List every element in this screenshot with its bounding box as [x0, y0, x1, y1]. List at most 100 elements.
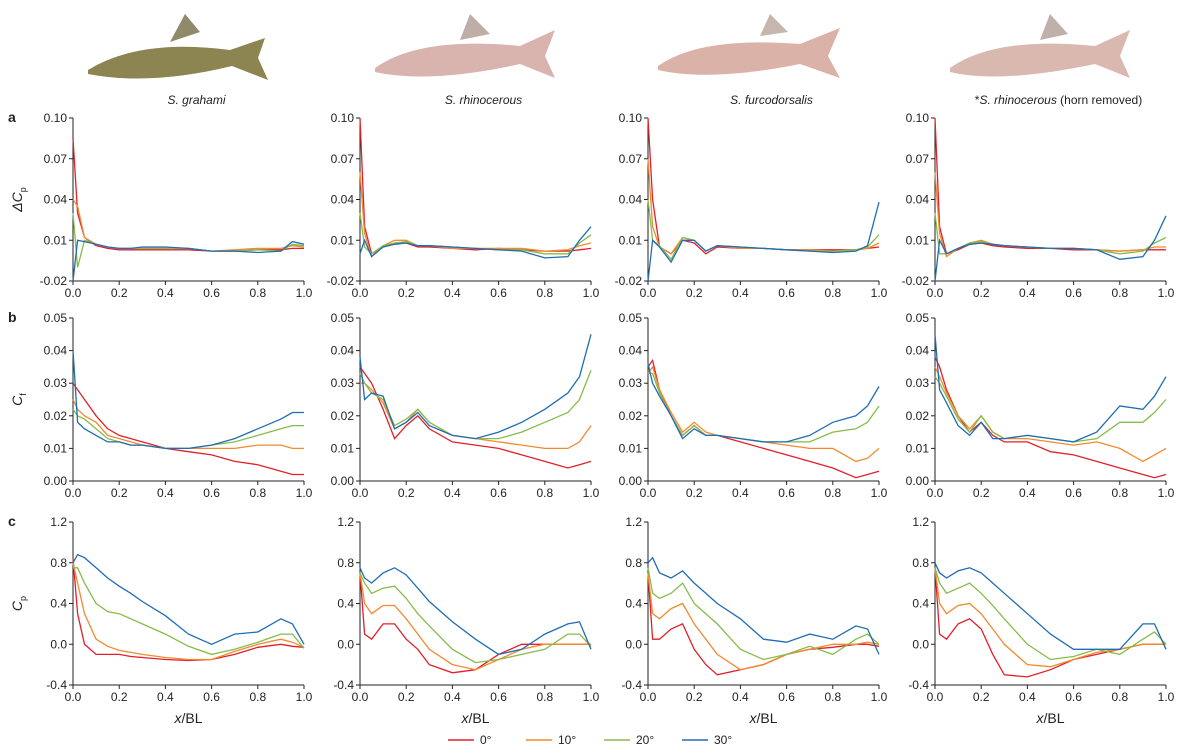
x-tick-label: 1.0: [871, 690, 888, 704]
y-tick-label: 0.4: [337, 597, 354, 611]
panel-letter: b: [8, 309, 17, 325]
x-tick-label: 0.4: [732, 486, 749, 500]
series-line: [359, 117, 592, 255]
x-tick-label: 0.6: [203, 486, 220, 500]
y-tick-label: 0.0: [625, 637, 642, 651]
column-title: S. furcodorsalis: [730, 93, 813, 107]
series-line: [72, 138, 304, 252]
x-tick-label: 0.2: [398, 486, 415, 500]
x-tick-label: 1.0: [1158, 486, 1175, 500]
y-tick-label: 0.8: [912, 556, 929, 570]
x-label-var: x: [460, 710, 469, 726]
x-tick-label: 0.0: [927, 286, 944, 300]
series-line: [647, 572, 880, 671]
title-species: S. rhinocerous: [979, 93, 1056, 107]
y-tick-label: 0.00: [331, 474, 355, 488]
y-axis-label: ΔCp: [9, 187, 28, 213]
axis-spine: [647, 118, 879, 282]
x-tick-label: 0.0: [352, 486, 369, 500]
x-tick-label: 0.0: [640, 486, 657, 500]
x-tick-label: 0.6: [1065, 486, 1082, 500]
x-tick-label: 0.0: [927, 690, 944, 704]
y-tick-label: 0.04: [331, 344, 355, 358]
y-tick-label: 0.00: [44, 474, 68, 488]
x-tick-label: 0.4: [1019, 486, 1036, 500]
title-suffix: (horn removed): [1060, 93, 1142, 107]
series-line: [72, 199, 305, 252]
column-title: S. grahami: [167, 93, 225, 107]
x-tick-label: 0.6: [490, 486, 507, 500]
x-tick-label: 0.2: [686, 690, 703, 704]
series-line: [934, 366, 1167, 463]
series-line: [934, 213, 1167, 255]
axis-spine: [359, 522, 591, 686]
y-tick-label: 0.4: [625, 597, 642, 611]
x-tick-label: 0.2: [398, 690, 415, 704]
y-tick-label: 0.8: [50, 556, 67, 570]
y-tick-label: -0.02: [327, 274, 355, 288]
y-label-sub: p: [18, 596, 28, 601]
y-tick-label: 0.03: [44, 376, 68, 390]
x-tick-label: 0.8: [536, 286, 553, 300]
series-line: [72, 553, 305, 646]
x-tick-label: 0.8: [249, 690, 266, 704]
x-tick-label: 0.6: [490, 286, 507, 300]
series-line: [934, 567, 1166, 678]
y-tick-label: -0.02: [615, 274, 643, 288]
x-tick-label: 0.2: [973, 690, 990, 704]
y-tick-label: 0.01: [619, 441, 643, 455]
x-tick-label: 0.8: [536, 690, 553, 704]
x-tick-label: 1.0: [871, 486, 888, 500]
y-tick-label: 0.04: [619, 193, 643, 207]
y-tick-label: 0.01: [906, 233, 930, 247]
axis-spine: [72, 118, 304, 282]
x-axis-label: x/BL: [1035, 710, 1064, 726]
x-tick-label: 0.2: [111, 690, 128, 704]
x-tick-label: 0.6: [778, 486, 795, 500]
axis-spine: [934, 118, 1166, 282]
y-tick-label: 0.4: [50, 597, 67, 611]
x-tick-label: 0.8: [1111, 286, 1128, 300]
title-prefix: *: [975, 93, 980, 107]
y-tick-label: 0.05: [619, 311, 643, 325]
y-tick-label: 0.03: [619, 376, 643, 390]
y-tick-label: 0.04: [331, 193, 355, 207]
series-line: [934, 376, 1167, 443]
x-tick-label: 0.4: [444, 286, 461, 300]
series-line: [934, 562, 1167, 650]
y-tick-label: 0.0: [50, 637, 67, 651]
x-tick-label: 0.4: [444, 690, 461, 704]
series-line: [647, 556, 880, 655]
series-line: [647, 567, 880, 661]
x-tick-label: 0.6: [203, 690, 220, 704]
x-tick-label: 0.0: [640, 690, 657, 704]
x-tick-label: 0.8: [249, 286, 266, 300]
x-axis-label: x/BL: [173, 710, 202, 726]
fish-furcodorsalis: [658, 14, 840, 78]
x-tick-label: 0.8: [536, 486, 553, 500]
x-tick-label: 0.6: [490, 690, 507, 704]
x-tick-label: 0.0: [640, 286, 657, 300]
y-tick-label: 0.05: [331, 311, 355, 325]
column-title: S. rhinocerous: [445, 93, 522, 107]
series-line: [359, 334, 592, 440]
y-tick-label: 0.02: [906, 409, 930, 423]
y-tick-label: 0.01: [44, 233, 68, 247]
y-tick-label: 0.10: [906, 111, 930, 125]
x-tick-label: 0.2: [398, 286, 415, 300]
series-line: [72, 213, 305, 268]
y-tick-label: 0.03: [906, 376, 930, 390]
y-label-main: C: [9, 395, 25, 406]
x-tick-label: 0.6: [1065, 286, 1082, 300]
series-line: [359, 572, 591, 674]
y-tick-label: 0.10: [619, 111, 643, 125]
x-tick-label: 0.0: [65, 286, 82, 300]
axis-spine: [359, 318, 591, 482]
series-line: [647, 202, 880, 282]
y-label-main: ΔC: [9, 191, 25, 212]
y-tick-label: 0.00: [619, 474, 643, 488]
y-label-sub: f: [18, 393, 28, 396]
x-tick-label: 0.2: [111, 286, 128, 300]
series-line: [72, 239, 305, 282]
